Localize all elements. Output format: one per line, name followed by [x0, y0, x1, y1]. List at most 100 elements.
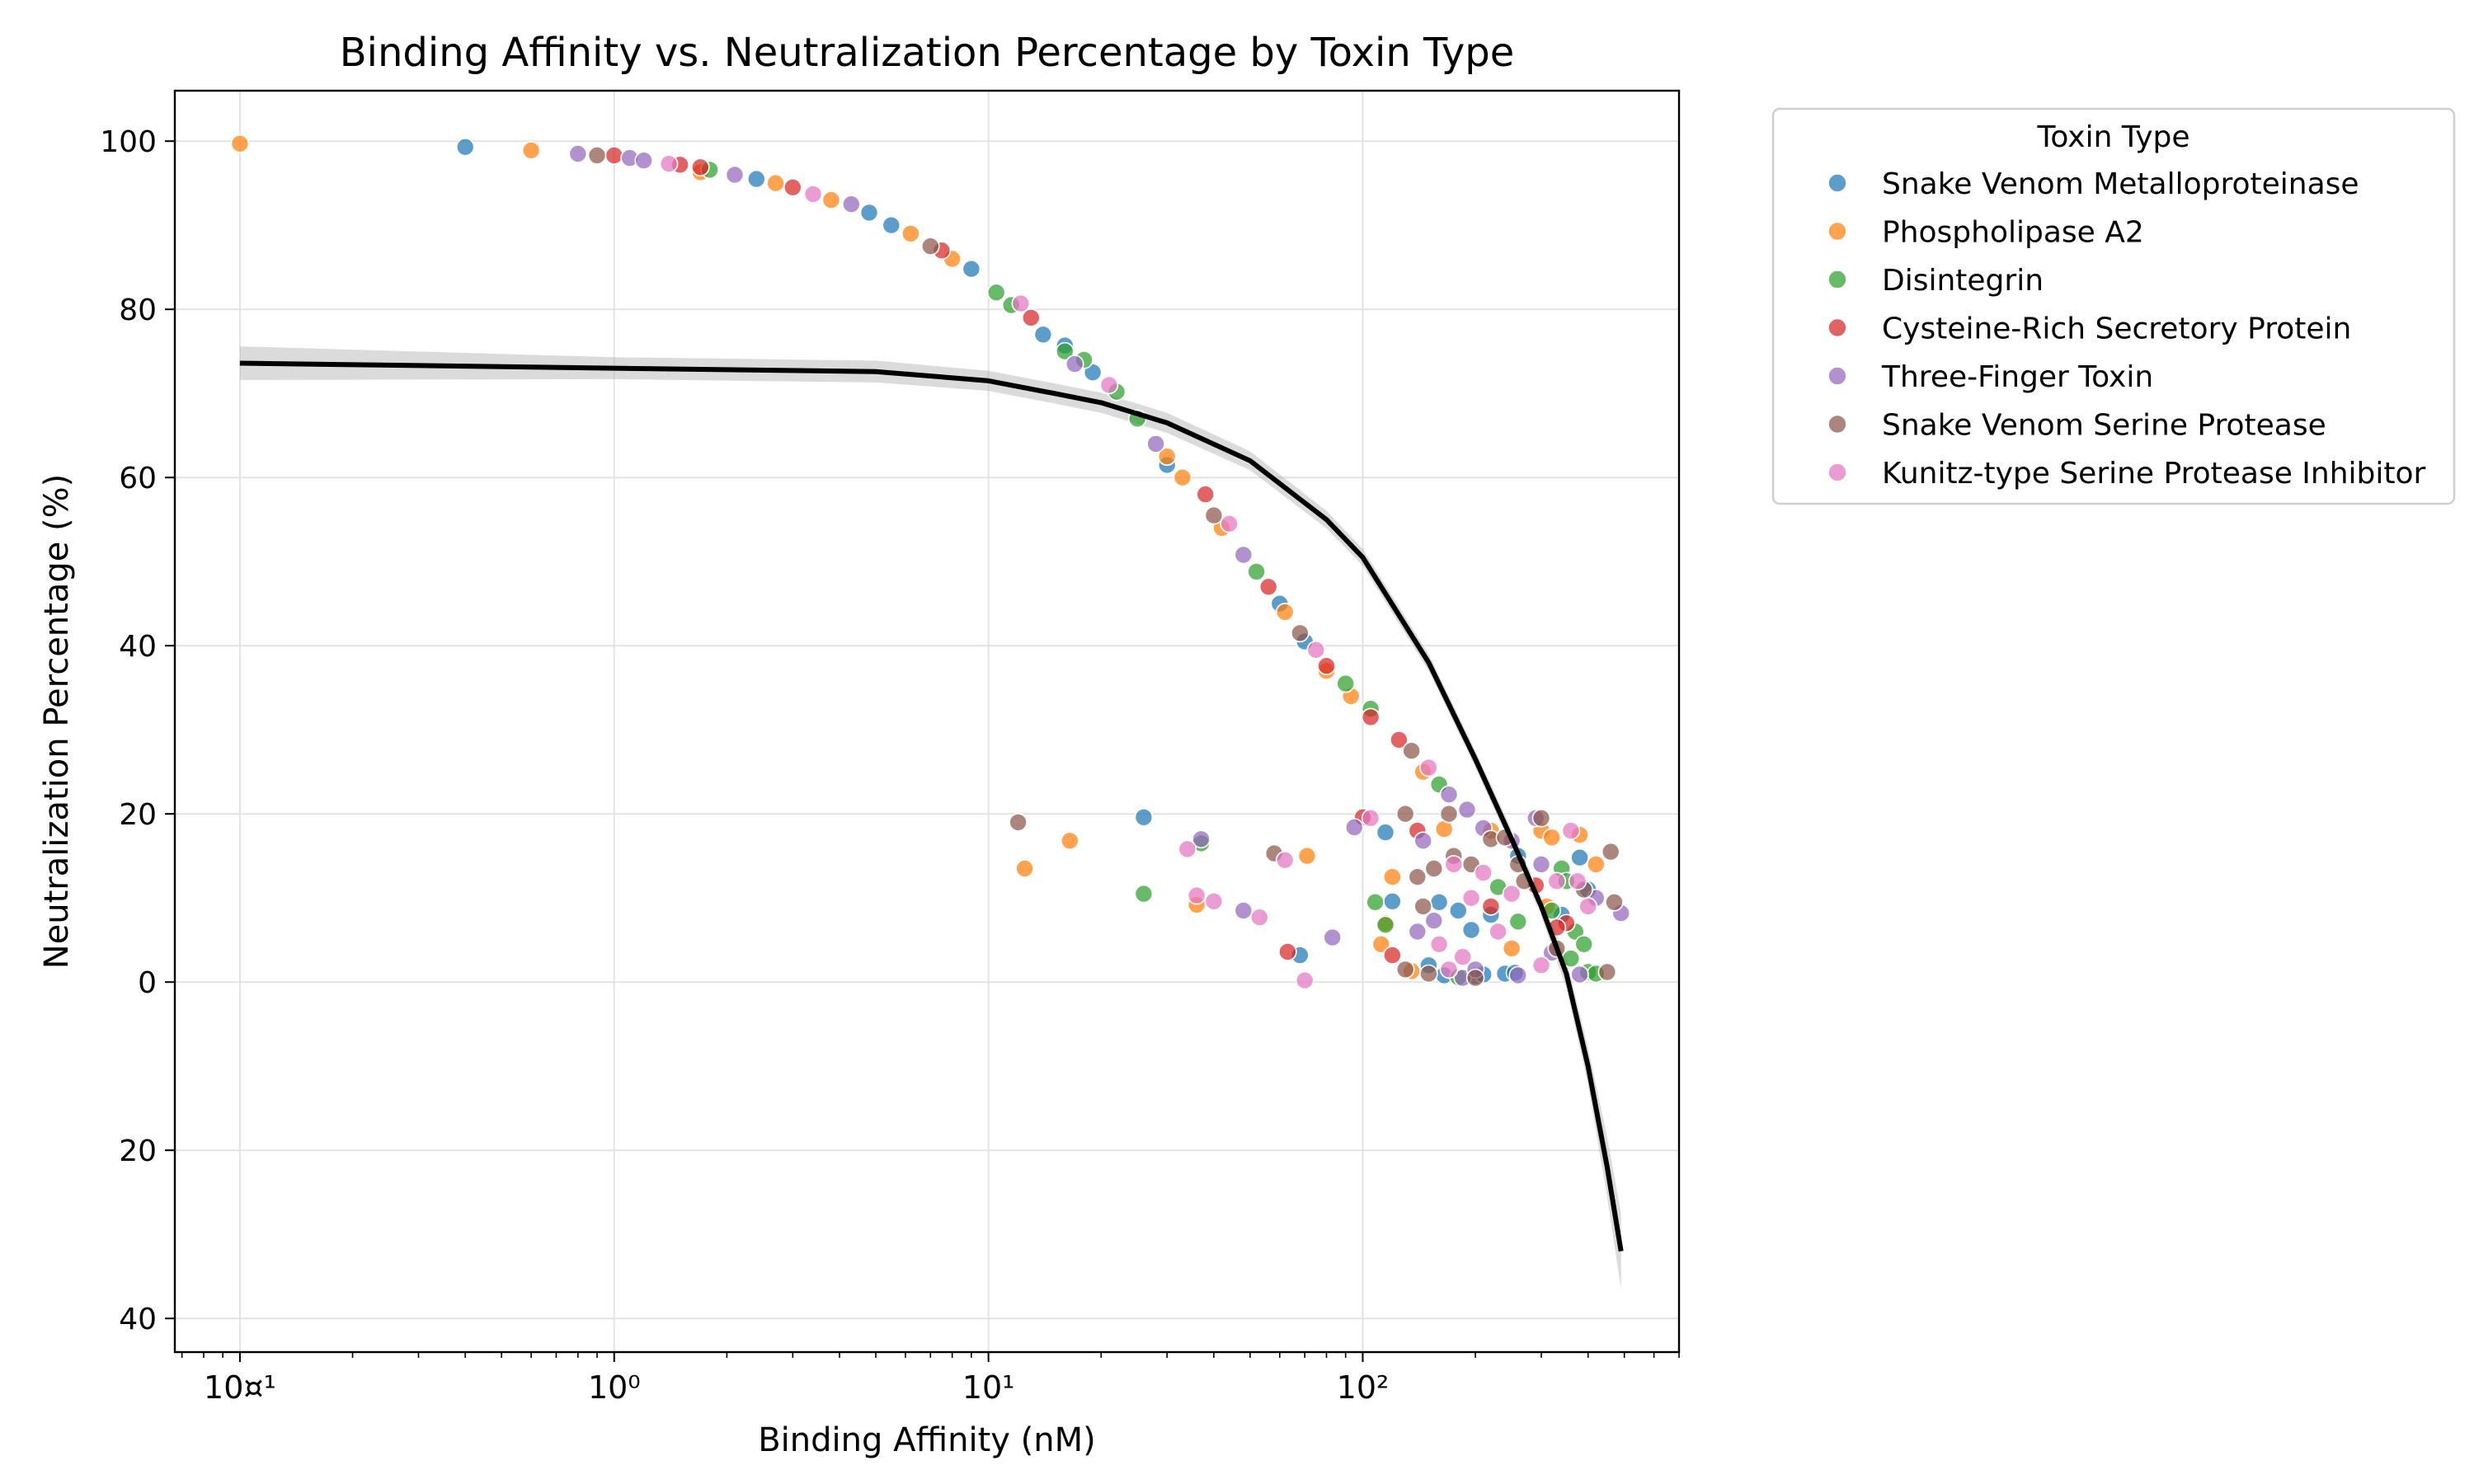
- scatter-point: [1420, 759, 1437, 777]
- scatter-point: [1377, 916, 1395, 933]
- scatter-point: [902, 225, 920, 242]
- scatter-point: [1562, 822, 1579, 839]
- scatter-point: [1135, 809, 1152, 826]
- y-axis-ticks: 100 80 60 40 20 0 20 40: [100, 125, 175, 1336]
- legend-label: Snake Venom Metalloproteinase: [1882, 167, 2359, 201]
- scatter-point: [1533, 856, 1550, 873]
- scatter-point: [1454, 948, 1471, 965]
- scatter-point: [1409, 868, 1426, 885]
- scatter-point: [1475, 864, 1492, 881]
- legend-marker: [1828, 174, 1846, 192]
- scatter-point: [1445, 856, 1462, 873]
- scatter-point: [1296, 972, 1314, 989]
- scatter-point: [1277, 852, 1294, 869]
- scatter-point: [589, 147, 606, 164]
- scatter-point: [1482, 898, 1499, 915]
- scatter-point: [1362, 810, 1380, 827]
- scatter-point: [523, 142, 540, 159]
- scatter-point: [1248, 563, 1265, 580]
- scatter-point: [569, 145, 586, 162]
- scatter-point: [1135, 885, 1152, 903]
- scatter-point: [1205, 893, 1222, 910]
- scatter-point: [1431, 894, 1448, 911]
- scatter-point: [1384, 946, 1401, 964]
- scatter-point: [1009, 814, 1027, 831]
- x-tick-label: 10¹: [962, 1369, 1015, 1406]
- scatter-point: [1100, 377, 1117, 394]
- scatter-point: [1533, 810, 1550, 827]
- legend-label: Phospholipase A2: [1882, 216, 2144, 250]
- scatter-point: [1441, 960, 1458, 978]
- scatter-point: [1575, 936, 1592, 953]
- scatter-point: [1012, 295, 1029, 312]
- y-tick-label: 20: [119, 1134, 157, 1168]
- x-tick-label: 10⁰: [588, 1369, 641, 1406]
- scatter-point: [784, 179, 802, 196]
- scatter-point: [1509, 967, 1526, 984]
- scatter-point: [457, 139, 474, 156]
- scatter-point: [1409, 923, 1426, 941]
- scatter-point: [1441, 805, 1458, 823]
- y-axis-label: Neutralization Percentage (%): [38, 474, 76, 970]
- y-tick-label: 100: [100, 125, 157, 159]
- scatter-point: [1569, 872, 1587, 890]
- scatter-point: [1414, 898, 1432, 915]
- scatter-point: [1279, 943, 1296, 960]
- legend-marker: [1828, 319, 1846, 337]
- scatter-point: [1188, 887, 1206, 904]
- legend: Toxin Type Snake Venom Metalloproteinase…: [1773, 109, 2454, 504]
- scatter-point: [1291, 624, 1309, 641]
- scatter-point: [1463, 922, 1480, 939]
- scatter-point: [1034, 326, 1051, 343]
- y-tick-label: 20: [119, 798, 157, 832]
- regression-line: [240, 364, 1621, 1252]
- y-tick-label: 80: [119, 294, 157, 327]
- scatter-point: [661, 155, 678, 172]
- scatter-point: [767, 175, 784, 192]
- y-tick-label: 40: [119, 1303, 157, 1336]
- scatter-point: [805, 186, 822, 203]
- scatter-point: [1197, 486, 1214, 503]
- scatter-point: [1431, 936, 1448, 953]
- scatter-point: [1260, 578, 1277, 595]
- scatter-point: [1571, 966, 1588, 984]
- scatter-point: [1307, 641, 1324, 659]
- scatter-point: [1277, 603, 1294, 621]
- scatter-point: [1221, 515, 1238, 533]
- scatter-point: [1174, 469, 1191, 486]
- chart-title: Binding Affinity vs. Neutralization Perc…: [340, 30, 1515, 76]
- scatter-point: [1509, 913, 1526, 930]
- scatter-point: [1377, 824, 1395, 841]
- x-tick-label: 10²: [1337, 1369, 1390, 1406]
- y-tick-label: 0: [138, 966, 157, 1000]
- scatter-point: [1587, 856, 1605, 873]
- legend-title: Toxin Type: [2036, 120, 2189, 154]
- scatter-point: [1178, 841, 1196, 858]
- scatter-point: [1397, 960, 1414, 978]
- scatter-point: [1425, 860, 1442, 877]
- scatter-point: [1571, 849, 1588, 866]
- scatter-point: [1425, 912, 1442, 929]
- scatter-point: [1463, 890, 1480, 907]
- scatter-point: [692, 158, 709, 176]
- x-tick-label: 10¤¹: [204, 1369, 276, 1406]
- scatter-point: [1205, 507, 1222, 524]
- y-tick-label: 40: [119, 630, 157, 664]
- scatter-point: [1414, 832, 1432, 849]
- scatter-point: [1450, 902, 1467, 919]
- scatter-point: [1384, 893, 1401, 910]
- x-axis-ticks: 10¤¹ 10⁰ 10¹ 10²: [182, 1352, 1679, 1406]
- legend-label: Kunitz-type Serine Protease Inhibitor: [1882, 457, 2426, 491]
- legend-marker: [1828, 223, 1846, 241]
- scatter-point: [635, 152, 652, 169]
- scatter-point: [882, 217, 900, 234]
- legend-label: Disintegrin: [1882, 264, 2044, 298]
- scatter-point: [1602, 843, 1620, 861]
- scatter-point: [1318, 657, 1335, 674]
- legend-label: Three-Finger Toxin: [1881, 360, 2153, 394]
- scatter-point: [1543, 829, 1560, 846]
- scatter-point: [1147, 435, 1164, 453]
- scatter-point: [1503, 940, 1521, 957]
- scatter-point: [1324, 929, 1341, 946]
- scatter-point: [1299, 848, 1316, 865]
